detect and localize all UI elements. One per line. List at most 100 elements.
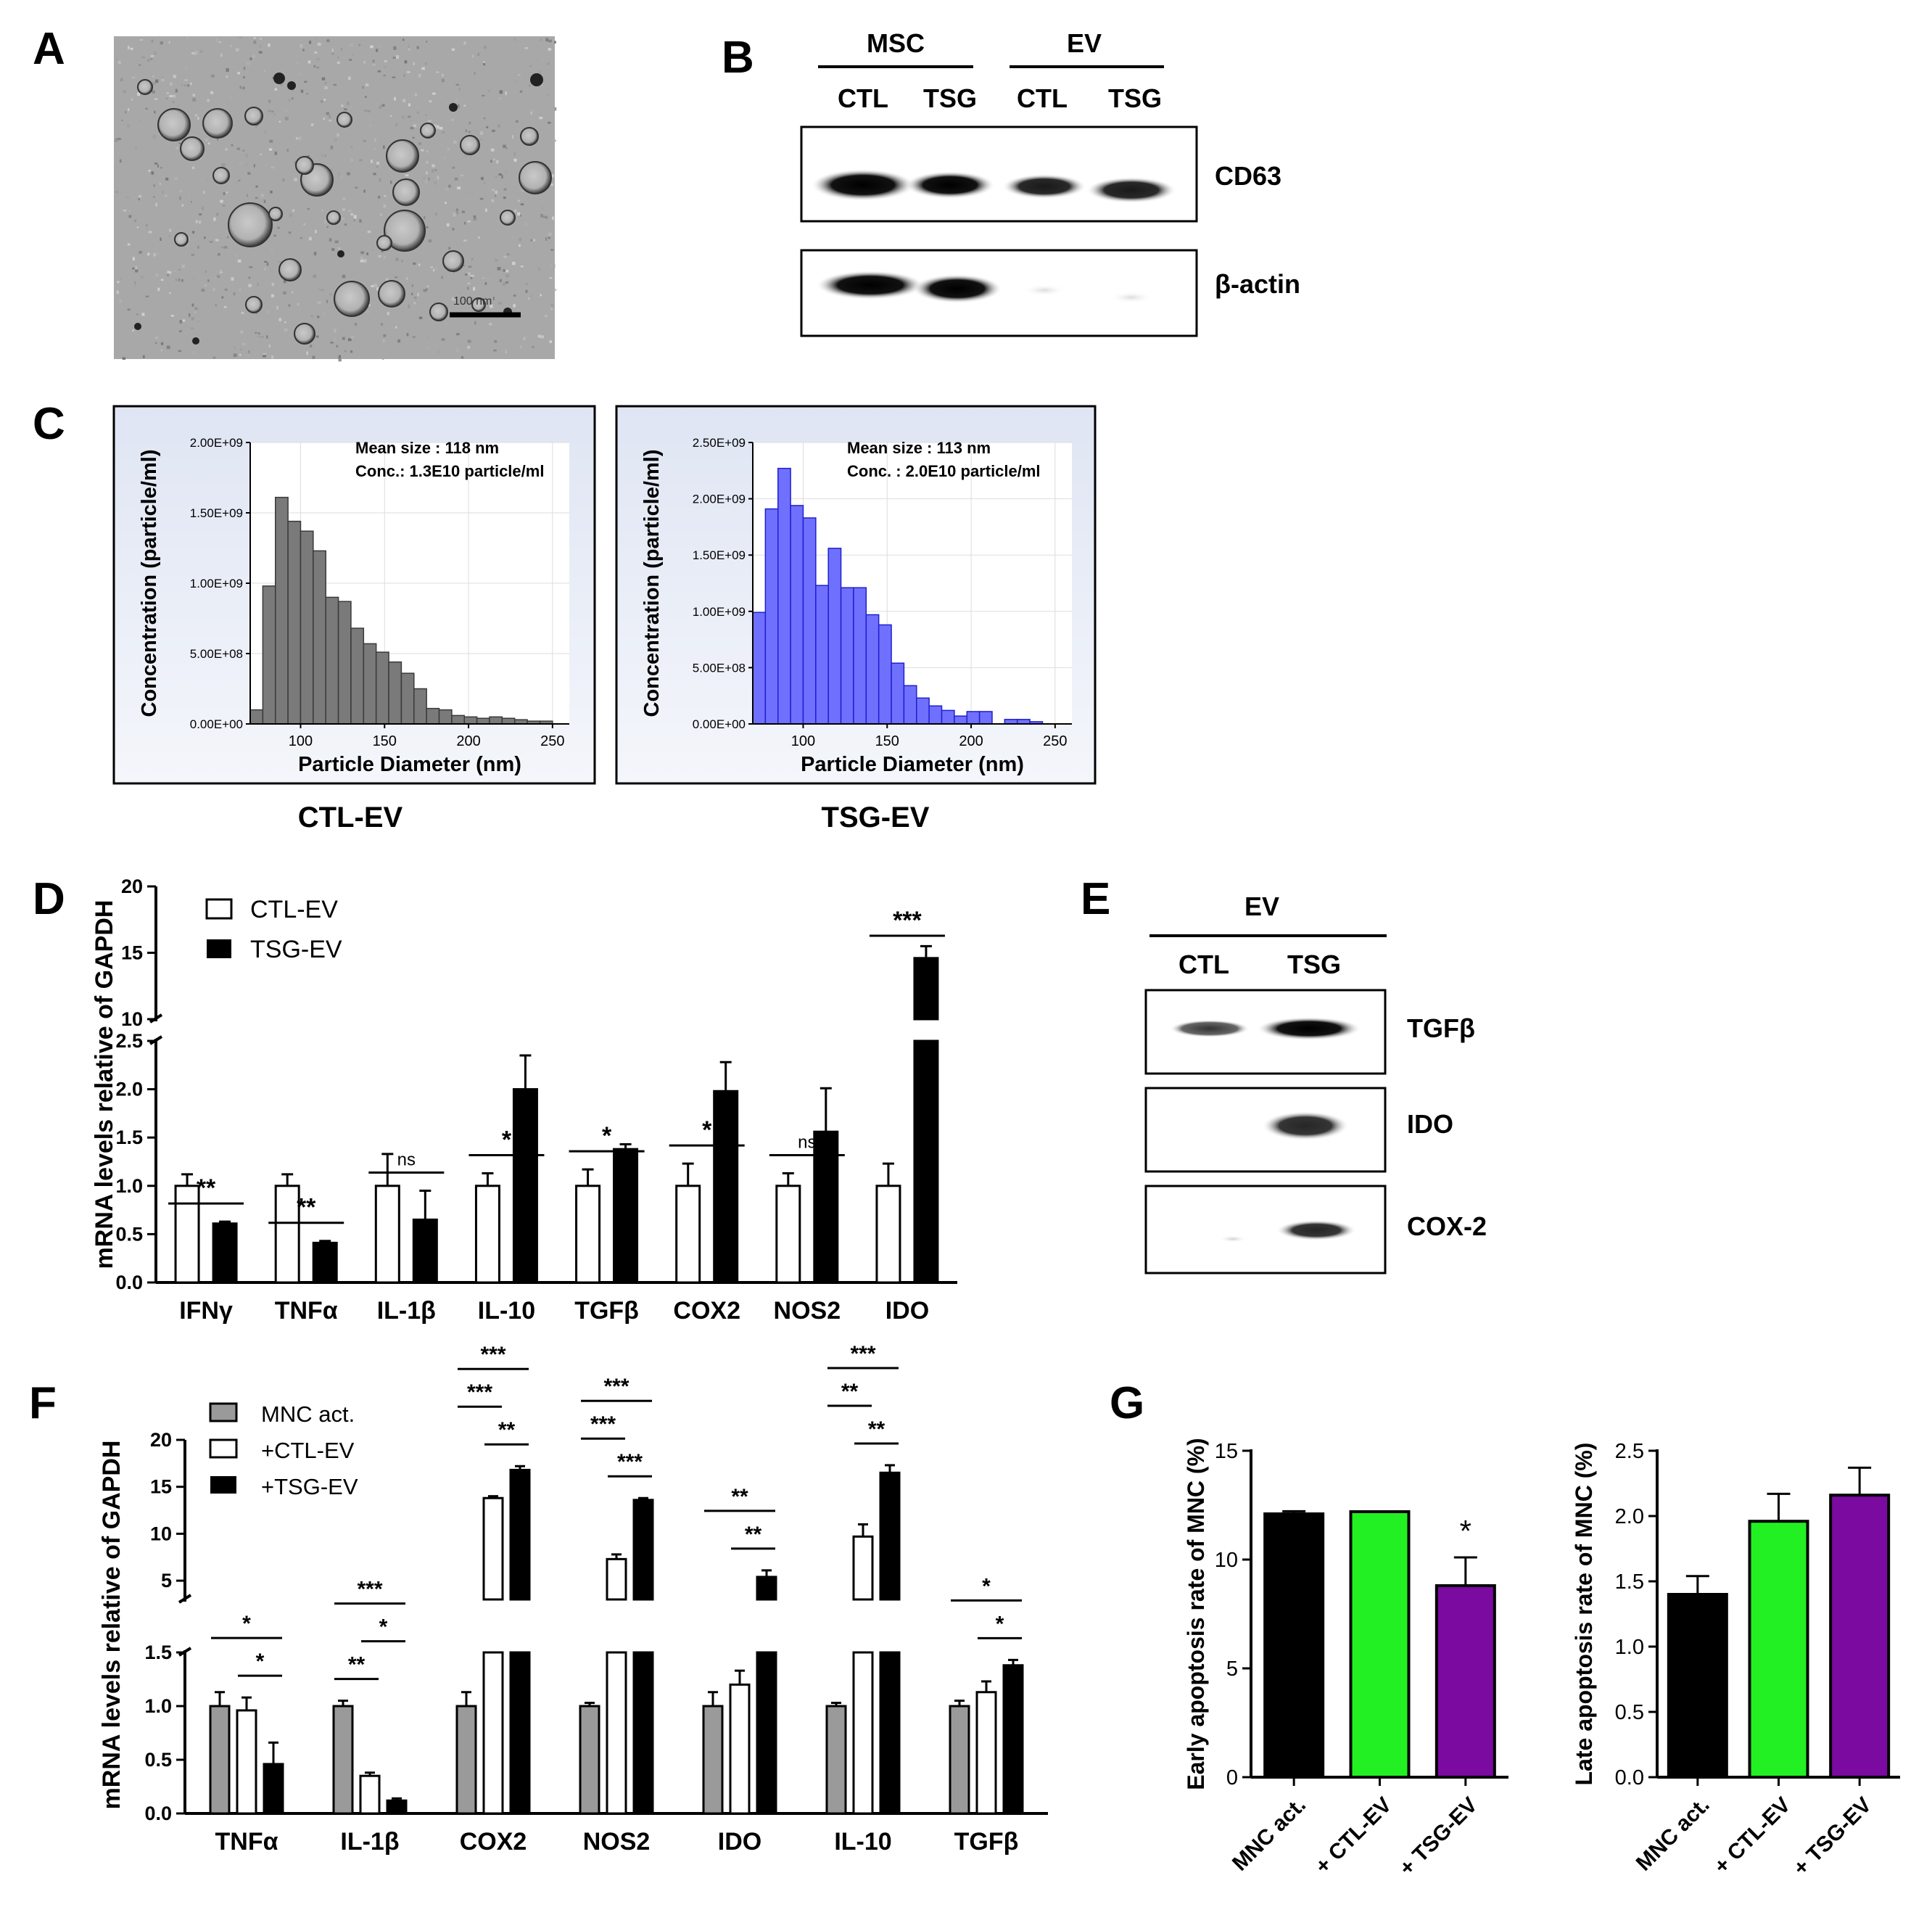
- histogram-bar: [438, 709, 453, 725]
- y-tick-label: 2.00E+09: [190, 436, 243, 450]
- tem-speck: [179, 319, 183, 324]
- tem-speck: [227, 236, 229, 239]
- y-tick-label: 2.5: [1615, 1440, 1644, 1463]
- tem-speck: [474, 321, 476, 325]
- tem-speck: [351, 335, 355, 339]
- tem-speck: [244, 185, 246, 189]
- tem-speck: [329, 238, 332, 242]
- group-label-ev: EV: [1244, 891, 1279, 921]
- tem-speck: [383, 339, 385, 343]
- bar: [174, 1185, 200, 1284]
- tem-speck: [329, 168, 334, 172]
- tem-speck: [219, 271, 223, 273]
- tem-speck: [337, 61, 340, 65]
- bar: [913, 957, 939, 1021]
- tem-speck: [530, 110, 534, 112]
- legend-label-tsg: TSG-EV: [250, 936, 342, 963]
- tem-speck: [308, 41, 312, 44]
- tem-speck: [197, 117, 199, 120]
- dark-particle: [337, 250, 344, 258]
- tem-speck: [437, 350, 440, 354]
- tem-speck: [170, 82, 173, 86]
- tem-speck: [515, 120, 519, 123]
- tem-speck: [453, 212, 456, 215]
- tem-speck: [529, 65, 532, 67]
- tem-speck: [360, 256, 363, 260]
- group-label-msc: MSC: [867, 28, 925, 58]
- tem-speck: [206, 178, 208, 181]
- tem-speck: [224, 165, 227, 168]
- tem-speck: [238, 179, 241, 182]
- tem-speck: [274, 83, 277, 88]
- tem-speck: [412, 136, 415, 139]
- tem-speck: [492, 296, 495, 300]
- tem-speck: [383, 145, 385, 149]
- tem-speck: [465, 129, 467, 133]
- tem-speck: [510, 236, 514, 239]
- histogram-bar: [752, 611, 767, 725]
- tem-speck: [258, 51, 263, 54]
- tem-speck: [359, 159, 363, 162]
- histogram-bar: [262, 585, 276, 725]
- tem-speck: [358, 44, 361, 46]
- tem-speck: [134, 147, 138, 149]
- tem-speck: [371, 285, 375, 287]
- tem-speck: [411, 284, 414, 287]
- tem-speck: [554, 107, 557, 111]
- tem-speck: [152, 75, 155, 78]
- tem-speck: [498, 173, 502, 176]
- tem-speck: [221, 163, 226, 167]
- tem-speck: [392, 57, 397, 59]
- tem-speck: [116, 290, 119, 295]
- tem-speck: [529, 85, 531, 87]
- tem-speck: [225, 148, 228, 151]
- tem-speck: [490, 304, 493, 308]
- tem-speck: [442, 249, 445, 252]
- tem-speck: [313, 252, 317, 256]
- x-tick-label: TNFα: [215, 1828, 278, 1856]
- tem-speck: [257, 282, 259, 287]
- x-tick-label: + CTL-EV: [1709, 1793, 1795, 1879]
- x-tick-label: 150: [373, 733, 397, 749]
- tem-speck: [426, 335, 429, 338]
- dark-particle: [449, 103, 458, 112]
- y-tick-label: 2.5: [115, 1030, 143, 1052]
- blot-label-cox2: COX-2: [1407, 1211, 1487, 1241]
- tem-speck: [550, 174, 554, 178]
- tem-speck: [191, 303, 194, 307]
- legend-swatch-tsg: [210, 1476, 236, 1494]
- tem-speck: [545, 94, 549, 96]
- tem-speck: [242, 149, 245, 152]
- tem-speck: [222, 205, 226, 207]
- bar: [949, 1705, 970, 1815]
- tem-speck: [154, 162, 158, 165]
- nta-caption-tsg: TSG-EV: [822, 802, 930, 833]
- tem-speck: [184, 79, 188, 81]
- tem-speck: [537, 267, 540, 271]
- x-tick-label: NOS2: [774, 1297, 841, 1325]
- tem-speck: [315, 229, 317, 234]
- tem-speck: [441, 206, 445, 209]
- tem-speck: [329, 120, 332, 122]
- legend-swatch-mnc: [209, 1402, 238, 1422]
- x-tick-label: IFNγ: [179, 1297, 233, 1325]
- tem-speck: [210, 91, 214, 94]
- tem-speck: [263, 199, 266, 204]
- tem-speck: [381, 323, 384, 326]
- tem-speck: [492, 129, 495, 132]
- tem-speck: [162, 190, 164, 194]
- tem-speck: [392, 76, 396, 78]
- tem-speck: [182, 319, 186, 322]
- tem-speck: [170, 315, 174, 317]
- tem-speck: [470, 276, 473, 279]
- tem-speck: [181, 204, 184, 207]
- tem-speck: [373, 173, 376, 176]
- y-axis-label: Concentration (particle/ml): [138, 450, 161, 717]
- tem-speck: [239, 348, 243, 350]
- tem-speck: [235, 181, 238, 184]
- tem-speck: [527, 297, 530, 300]
- tem-speck: [533, 239, 535, 242]
- tem-speck: [455, 208, 458, 212]
- tem-speck: [519, 345, 522, 348]
- x-tick-label: IL-10: [478, 1297, 535, 1325]
